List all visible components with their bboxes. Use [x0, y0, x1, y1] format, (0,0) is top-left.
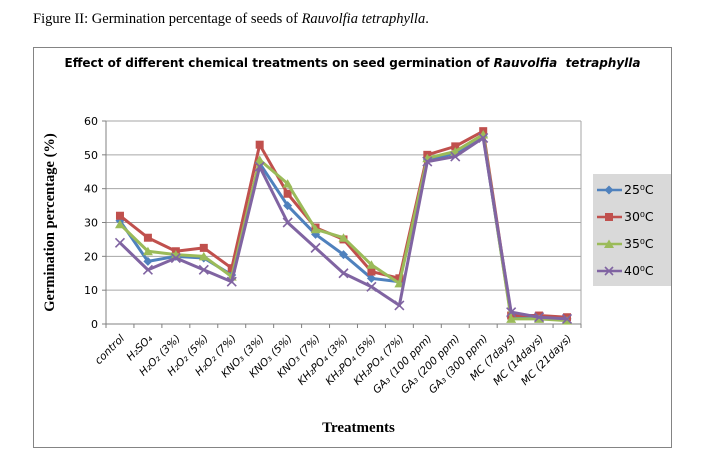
y-tick-label: 40 — [84, 183, 98, 196]
data-point-marker — [451, 142, 460, 151]
x-tick-label: MC (21days) — [519, 333, 574, 388]
data-point-marker — [534, 312, 545, 323]
y-tick-label: 60 — [84, 115, 98, 128]
y-axis-title: Germination percentage (%) — [42, 133, 58, 312]
x-axis-title: Treatments — [322, 420, 395, 436]
series-line-1 — [119, 129, 568, 319]
data-point-marker — [506, 314, 517, 323]
legend-x-icon — [597, 265, 622, 276]
chart-title-species: Rauvolfia tetraphylla — [493, 56, 641, 70]
data-point-marker — [142, 246, 153, 256]
data-point-marker — [115, 211, 124, 220]
data-point-marker — [114, 219, 125, 229]
data-point-marker — [338, 268, 349, 279]
data-point-marker — [366, 281, 377, 292]
x-tick-label: control — [93, 333, 127, 367]
legend: 25⁰C 30⁰C 35⁰C 40⁰C — [593, 174, 671, 286]
data-point-marker — [282, 217, 293, 228]
data-point-marker — [506, 307, 517, 318]
chart-title-prefix: Effect of different chemical treatments … — [64, 56, 494, 70]
data-point-marker — [199, 243, 208, 252]
series-line-3 — [118, 136, 568, 321]
chart-area: Effect of different chemical treatments … — [33, 47, 672, 448]
data-point-marker — [338, 233, 349, 242]
legend-triangle-icon — [597, 239, 622, 248]
y-tick-label: 50 — [84, 149, 98, 162]
data-point-marker — [198, 251, 209, 261]
data-point-marker — [170, 252, 181, 264]
data-point-marker — [367, 267, 376, 276]
legend-item: 40⁰C — [593, 258, 671, 284]
data-point-marker — [198, 264, 209, 275]
y-tick-label: 0 — [91, 318, 98, 331]
data-point-marker — [254, 155, 265, 164]
y-tick-label: 10 — [84, 284, 98, 297]
legend-item: 35⁰C — [593, 231, 671, 257]
data-point-marker — [114, 237, 126, 248]
data-point-marker — [339, 250, 348, 260]
legend-item: 25⁰C — [593, 177, 671, 203]
data-point-marker — [394, 300, 405, 311]
data-point-marker — [310, 224, 321, 234]
legend-item-label: 40⁰C — [624, 263, 654, 278]
data-point-marker — [227, 264, 236, 273]
legend-square-icon — [597, 212, 622, 221]
data-point-marker — [366, 273, 376, 283]
data-point-marker — [143, 256, 153, 266]
legend-item: 30⁰C — [593, 204, 671, 230]
data-point-marker — [283, 189, 292, 198]
data-point-marker — [310, 242, 321, 253]
data-point-marker — [142, 264, 153, 275]
y-tick-label: 30 — [84, 217, 98, 230]
data-point-marker — [283, 201, 293, 211]
series-line-0 — [118, 134, 568, 321]
legend-item-label: 30⁰C — [624, 209, 654, 224]
figure-caption-suffix: . — [425, 11, 429, 27]
chart-title: Effect of different chemical treatments … — [34, 56, 671, 70]
data-point-marker — [450, 151, 461, 162]
data-point-marker — [143, 233, 152, 242]
data-point-marker — [255, 140, 264, 149]
data-point-marker — [478, 132, 489, 143]
data-point-marker — [254, 161, 265, 172]
legend-item-label: 25⁰C — [624, 182, 654, 197]
data-point-marker — [226, 276, 237, 287]
data-point-marker — [561, 313, 573, 324]
legend-item-label: 35⁰C — [624, 236, 654, 251]
series-line-2 — [118, 133, 568, 323]
figure-caption-prefix: Figure II: Germination percentage of see… — [33, 11, 302, 27]
data-point-marker — [282, 179, 293, 188]
y-tick-label: 20 — [84, 250, 98, 263]
data-point-marker — [422, 156, 433, 167]
data-point-marker — [366, 260, 377, 269]
figure-caption: Figure II: Germination percentage of see… — [33, 11, 429, 28]
legend-diamond-icon — [597, 185, 622, 194]
figure-caption-species: Rauvolfia tetraphylla — [301, 11, 426, 27]
